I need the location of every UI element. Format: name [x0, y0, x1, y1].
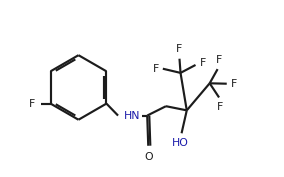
- Text: O: O: [144, 152, 153, 162]
- Text: F: F: [217, 102, 223, 112]
- Text: F: F: [153, 64, 159, 74]
- Text: F: F: [200, 58, 206, 68]
- Text: F: F: [176, 44, 183, 54]
- Text: F: F: [216, 55, 222, 65]
- Text: F: F: [28, 99, 35, 109]
- Text: HO: HO: [172, 138, 189, 149]
- Text: F: F: [231, 79, 238, 89]
- Text: HN: HN: [124, 111, 141, 121]
